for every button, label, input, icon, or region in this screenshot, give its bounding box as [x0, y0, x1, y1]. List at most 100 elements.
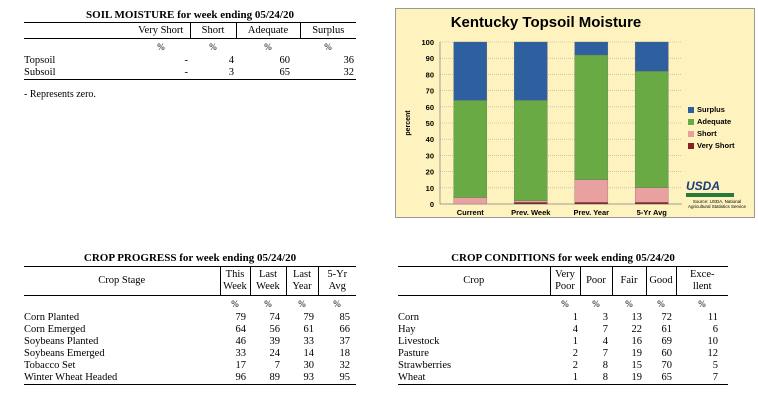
table-cell: 33: [235, 347, 247, 359]
table-cell: 65: [236, 66, 300, 80]
table-cell: 69: [661, 335, 673, 347]
table-cell: 11: [707, 311, 718, 323]
source-note: Source: USDA, National Agricultural Stat…: [687, 199, 747, 209]
bar-segment-short: [453, 197, 488, 205]
bar-segment-short: [574, 179, 609, 203]
y-axis-label: percent: [405, 110, 412, 136]
soil-moisture-caption: SOIL MOISTURE for week ending 05/24/20: [86, 9, 294, 21]
column-header: Last Week: [249, 266, 286, 296]
table-cell: -: [132, 66, 190, 80]
table-row: Corn 1 3 13 72 11: [398, 312, 728, 324]
bar-segment-surplus: [634, 41, 669, 72]
y-tick-label: 80: [426, 70, 434, 79]
table-cell: 14: [303, 347, 315, 359]
soil-moisture-table: Very Short Short Adequate Surplus % % % …: [24, 22, 356, 80]
table-cell: 66: [339, 323, 351, 335]
table-cell: -: [184, 54, 189, 66]
table-cell: 1: [572, 311, 578, 323]
table-cell: 4: [228, 54, 234, 66]
legend-swatch: [688, 119, 694, 126]
y-tick-label: 60: [426, 103, 434, 112]
table-cell: 56: [269, 323, 281, 335]
column-header: Short: [189, 22, 236, 39]
pct-cell: %: [264, 41, 272, 52]
bar-segment-surplus: [513, 41, 548, 101]
column-header: This Week: [219, 266, 250, 296]
row-label: Tobacco Set: [24, 359, 76, 371]
table-cell: 1: [550, 371, 580, 385]
table-row: Strawberries 2 8 15 70 5: [398, 360, 728, 372]
row-label: Topsoil: [24, 54, 56, 66]
table-cell: 4: [572, 323, 578, 335]
table-cell: 7: [602, 323, 608, 335]
table-cell: 22: [631, 323, 643, 335]
table-row: Topsoil - 4 60 36: [24, 55, 356, 67]
legend-swatch: [688, 131, 694, 138]
column-header: Crop: [398, 266, 550, 296]
row-label: Strawberries: [398, 359, 452, 371]
legend-short: Short: [688, 129, 717, 138]
pct-row: % % % %: [24, 296, 356, 312]
table-row: Hay 4 7 22 61 6: [398, 324, 728, 336]
table-row: Tobacco Set 17 7 30 32: [24, 360, 356, 372]
table-cell: 7: [676, 371, 728, 385]
pct-cell: %: [264, 298, 272, 309]
row-label: Subsoil: [24, 66, 132, 80]
table-cell: 17: [235, 359, 247, 371]
table-cell: 3: [190, 66, 236, 80]
pct-cell: %: [625, 298, 633, 309]
soil-header-row: Very Short Short Adequate Surplus: [24, 22, 356, 39]
x-tick-label: Prev. Week: [511, 208, 551, 217]
column-header: Exce-llent: [675, 266, 728, 296]
row-label: Pasture: [398, 347, 429, 359]
column-header: 5-Yr Avg: [317, 266, 356, 296]
table-row: Pasture 2 7 19 60 12: [398, 348, 728, 360]
table-cell: 96: [220, 371, 250, 385]
chart-panel: Kentucky Topsoil Moisture 0 10 20 30 40 50 60 7…: [395, 8, 755, 218]
table-row: Soybeans Emerged 33 24 14 18: [24, 348, 356, 360]
table-row: Corn Emerged 64 56 61 66: [24, 324, 356, 336]
pct-cell: %: [333, 298, 341, 309]
table-cell: 18: [339, 347, 351, 359]
crop-progress-caption: CROP PROGRESS for week ending 05/24/20: [83, 252, 297, 264]
table-cell: 60: [279, 54, 291, 66]
table-cell: 3: [602, 311, 608, 323]
table-cell: 4: [602, 335, 608, 347]
table-cell: 33: [303, 335, 315, 347]
crop-conditions-caption: CROP CONDITIONS for week ending 05/24/20: [451, 252, 675, 264]
footnote: - Represents zero.: [24, 89, 96, 100]
table-row: Subsoil - 3 65 32: [24, 66, 356, 80]
table-cell: 36: [343, 54, 355, 66]
row-label: Corn Planted: [24, 311, 80, 323]
table-row: Wheat 1 8 19 65 7: [398, 371, 728, 385]
pct-cell: %: [209, 41, 217, 52]
bar-segment-adequate: [453, 100, 488, 198]
legend-very-short: Very Short: [688, 141, 735, 150]
table-row: Winter Wheat Headed 96 89 93 95: [24, 371, 356, 385]
bar-segment-adequate: [574, 54, 609, 180]
bar-segment-surplus: [453, 41, 488, 101]
bar-segment-very-short: [634, 202, 669, 205]
bar-segment-surplus: [574, 41, 609, 56]
table-cell: 93: [286, 371, 318, 385]
y-tick-label: 30: [426, 151, 434, 160]
pct-cell: %: [298, 298, 306, 309]
table-cell: 85: [339, 311, 351, 323]
column-header: Very Poor: [549, 266, 580, 296]
table-cell: 13: [631, 311, 643, 323]
pct-cell: %: [561, 298, 569, 309]
legend-swatch: [688, 107, 694, 114]
table-cell: 6: [712, 323, 718, 335]
table-cell: 70: [661, 359, 673, 371]
table-cell: 7: [602, 347, 608, 359]
crop-progress-table: Crop Stage This Week Last Week Last Year 5-…: [24, 266, 356, 385]
bar-segment-very-short: [574, 202, 609, 205]
table-cell: 12: [707, 347, 719, 359]
y-tick-label: 50: [426, 119, 434, 128]
table-cell: 79: [303, 311, 315, 323]
table-cell: 61: [661, 323, 673, 335]
row-label: Wheat: [398, 371, 550, 385]
pct-row: % % % % %: [398, 296, 728, 312]
column-header: Surplus: [299, 22, 356, 39]
row-label: Hay: [398, 323, 416, 335]
